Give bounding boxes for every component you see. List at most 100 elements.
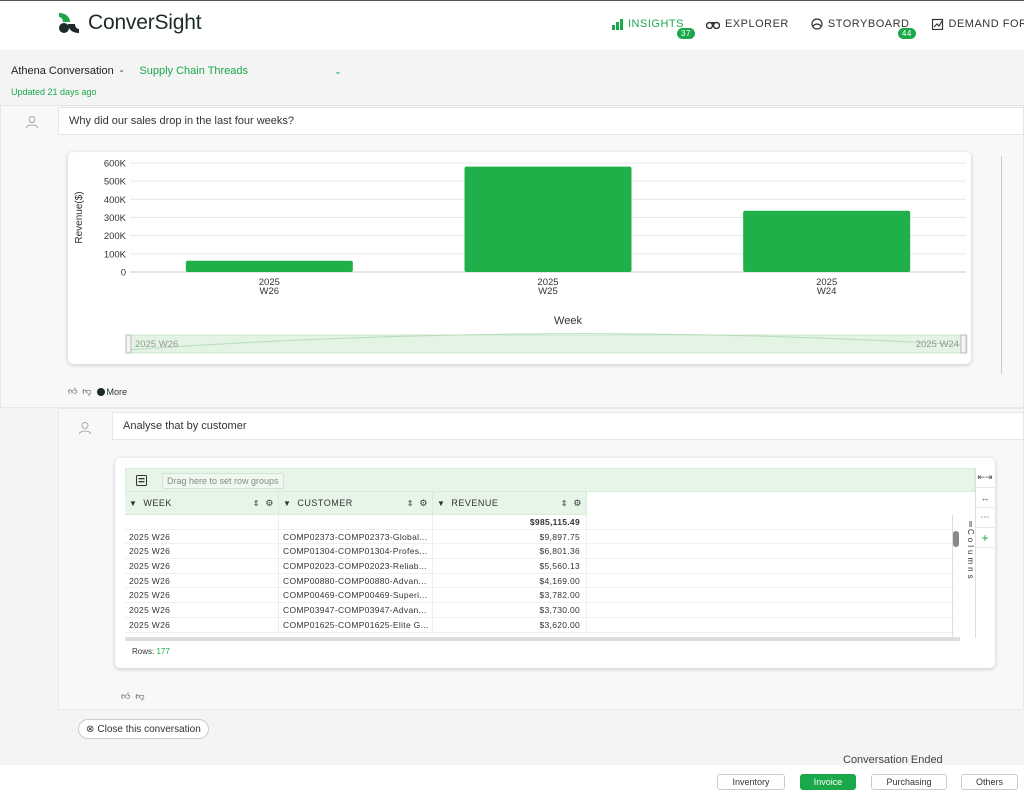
x-tick-label: 2025 [259,277,280,288]
zoom-handle-right[interactable] [960,334,967,354]
total-revenue-cell: $985,115.49 [433,515,587,529]
bar-2025-w24[interactable] [743,210,911,272]
question-2: Analyse that by customer [112,412,1024,440]
nav-explorer[interactable]: EXPLORER [705,18,789,30]
column-header-week[interactable]: ▼ WEEK ⇕ ⚙ [125,492,279,515]
question-2-text: Analyse that by customer [123,420,247,432]
thread-selector[interactable]: Supply Chain Threads [139,65,249,77]
sort-icon[interactable]: ⇕ [252,498,260,508]
nav-insights-label: INSIGHTS [628,18,684,30]
thumbs-down-icon[interactable]: 👎︎ [135,691,145,701]
app-name: ConverSight [88,11,202,34]
scroll-track[interactable] [952,515,960,637]
conversight-logo-icon [59,13,79,33]
column-header-customer[interactable]: ▼ CUSTOMER ⇕ ⚙ [279,492,433,515]
feedback-row-1: 👍︎ 👎︎ More [68,386,127,397]
y-tick-label: 300K [104,213,127,224]
filter-icon[interactable]: ▼ [283,498,292,508]
add-icon[interactable]: + [976,528,994,548]
column-revenue-label: REVENUE [451,498,499,508]
nav-explorer-label: EXPLORER [724,18,789,30]
y-tick-label: 600K [104,159,127,170]
category-others[interactable]: Others [961,774,1018,790]
storyboard-badge: 44 [897,28,916,39]
zoom-slider-track[interactable] [126,334,968,354]
table-row[interactable]: 2025 W26 COMP01304-COMP01304-Profes... $6,… [125,544,955,560]
comment-icon [96,387,105,396]
thumbs-down-icon[interactable]: 👎︎ [82,386,92,396]
thumbs-up-icon[interactable]: 👍︎ [68,386,78,396]
category-inventory[interactable]: Inventory [717,774,785,790]
more-options-icon[interactable]: ⋯ [976,508,994,528]
gear-icon[interactable]: ⚙ [265,497,274,508]
x-tick-label: 2025 [816,277,837,288]
customer-cell: COMP03947-COMP03947-Advan... [279,603,433,617]
week-cell: 2025 W26 [125,529,279,544]
column-week-label: WEEK [143,498,172,508]
insights-badge: 37 [677,28,695,39]
panel-divider [1001,156,1002,374]
table-row[interactable]: 2025 W26 COMP00880-COMP00880-Advan... $4,1… [125,573,955,589]
more-button[interactable]: More [96,387,127,397]
y-tick-label: 500K [104,177,127,188]
main-nav: INSIGHTS 37 EXPLORER STORYBOARD 44 DEMAN… [612,18,1024,39]
horizontal-scrollbar[interactable] [125,637,960,641]
table-row[interactable]: 2025 W26 COMP02373-COMP02373-Global... $9,… [125,529,955,545]
feedback-row-2: 👍︎ 👎︎ [121,691,145,702]
column-header-revenue[interactable]: ▼ REVENUE ⇕ ⚙ [433,492,587,515]
autosize-icon[interactable]: ↔ [976,488,994,508]
columns-icon: ‖ [966,520,975,529]
total-row: $985,115.49 [125,515,955,530]
nav-insights[interactable]: INSIGHTS 37 [612,18,695,39]
row-group-drop-zone[interactable]: Drag here to set row groups [162,473,284,489]
y-tick-label: 100K [104,249,127,260]
week-cell: 2025 W26 [125,617,279,632]
fit-width-icon[interactable]: ⇤⇥ [976,468,994,488]
columns-panel-tab[interactable]: ‖Columns [961,520,975,582]
customer-cell: COMP01625-COMP01625-Elite G... [279,617,433,632]
revenue-cell: $3,730.00 [433,603,587,617]
rows-label: Rows: [132,647,155,656]
nav-storyboard-label: STORYBOARD [827,18,910,30]
sort-icon[interactable]: ⇕ [406,498,414,508]
gear-icon[interactable]: ⚙ [419,497,428,508]
table-row[interactable]: 2025 W26 COMP01625-COMP01625-Elite G... $3… [125,617,955,633]
x-tick-label: W25 [538,286,558,297]
table-scrollbar[interactable] [953,531,959,547]
close-circle-icon: ⊗ [86,723,95,735]
total-customer-cell [279,515,433,529]
table-row[interactable]: 2025 W26 COMP03947-COMP03947-Advan... $3,7… [125,603,955,618]
rows-count-value: 177 [156,647,170,656]
gear-icon[interactable]: ⚙ [573,497,582,508]
sort-icon[interactable]: ⇕ [560,498,568,508]
filter-icon[interactable]: ▼ [437,498,446,508]
app-logo[interactable]: ConverSight [56,11,202,35]
zoom-handle-left[interactable] [125,334,132,354]
table-header: ▼ WEEK ⇕ ⚙ ▼ CUSTOMER ⇕ ⚙ ▼ REVENUE ⇕ ⚙ [125,492,587,515]
chevron-down-icon[interactable]: ⌄ [334,65,342,76]
category-purchasing[interactable]: Purchasing [871,774,947,790]
grid-side-tools: ⇤⇥ ↔ ⋯ + [975,468,994,638]
revenue-bar-chart[interactable]: 0100K200K300K400K500K600KRevenue($)2025W… [68,152,971,364]
thumbs-up-icon[interactable]: 👍︎ [121,691,131,701]
row-group-icon[interactable] [136,475,147,486]
week-cell: 2025 W26 [125,603,279,617]
bar-2025-w26[interactable] [185,260,353,272]
table-row[interactable]: 2025 W26 COMP02023-COMP02023-Reliab... $5,… [125,559,955,574]
nav-storyboard[interactable]: STORYBOARD 44 [811,18,916,39]
filter-icon[interactable]: ▼ [129,498,138,508]
table-row[interactable]: 2025 W26 COMP00469-COMP00469-Superi... $3,… [125,588,955,604]
x-tick-label: W26 [260,286,280,297]
question-1: Why did our sales drop in the last four … [58,107,1024,135]
question-1-text: Why did our sales drop in the last four … [69,115,295,127]
x-tick-label: W24 [817,286,837,297]
nav-demand-label: DEMAND FOREC [948,18,1024,30]
category-invoice[interactable]: Invoice [800,774,856,790]
binoculars-icon [705,21,720,29]
nav-demand-forecast[interactable]: DEMAND FOREC [931,18,1024,30]
y-tick-label: 400K [104,195,127,206]
customer-cell: COMP01304-COMP01304-Profes... [279,544,433,559]
close-conversation-button[interactable]: ⊗ Close this conversation [78,719,209,739]
conversation-title-row: Athena Conversation - Supply Chain Threa… [11,65,342,77]
bar-2025-w25[interactable] [464,166,632,272]
